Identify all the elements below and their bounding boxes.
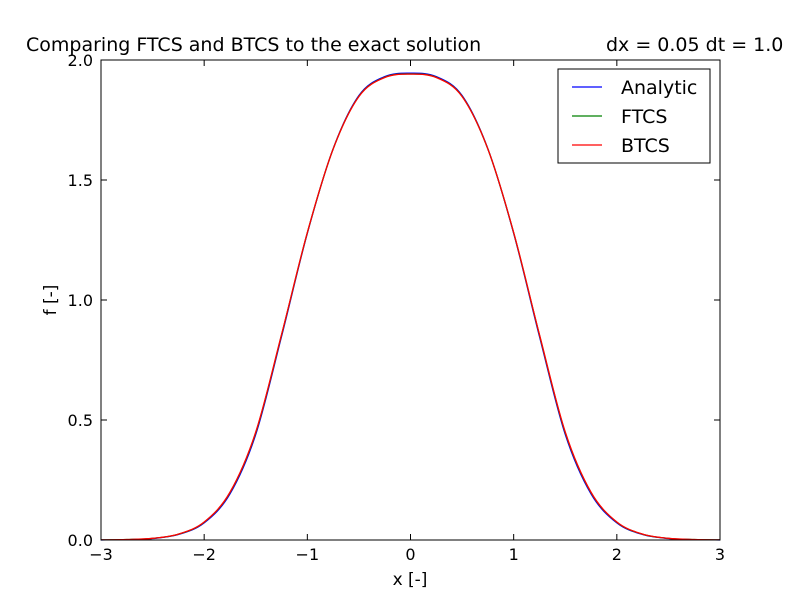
plot-lines: [100, 72, 721, 541]
axis-ticks: −3 −2 −1 0 1 2 3 0.0 0.5 1.0 1.5 2.0: [68, 51, 726, 564]
x-tick-label: −2: [192, 545, 216, 564]
y-tick-label: 1.5: [68, 171, 93, 190]
legend-label-analytic: Analytic: [621, 77, 697, 99]
y-tick-label: 0.0: [68, 531, 93, 550]
y-tick-label: 0.5: [68, 411, 93, 430]
x-tick-label: 0: [405, 545, 415, 564]
x-tick-label: −3: [89, 545, 113, 564]
chart-title: Comparing FTCS and BTCS to the exact sol…: [26, 34, 482, 56]
legend-label-ftcs: FTCS: [621, 106, 667, 128]
chart-subtitle: dx = 0.05 dt = 1.0: [606, 34, 784, 56]
x-axis-label: x [-]: [393, 570, 428, 590]
legend: Analytic FTCS BTCS: [557, 68, 711, 164]
plot-frame: [100, 59, 721, 541]
x-tick-label: 2: [612, 545, 622, 564]
x-tick-label: 1: [509, 545, 519, 564]
legend-label-btcs: BTCS: [621, 135, 670, 157]
series-line-btcs: [100, 73, 721, 541]
y-tick-label: 2.0: [68, 51, 93, 70]
x-tick-label: 3: [715, 545, 725, 564]
x-tick-label: −1: [296, 545, 320, 564]
y-axis-label: f [-]: [41, 285, 61, 316]
y-tick-label: 1.0: [68, 291, 93, 310]
